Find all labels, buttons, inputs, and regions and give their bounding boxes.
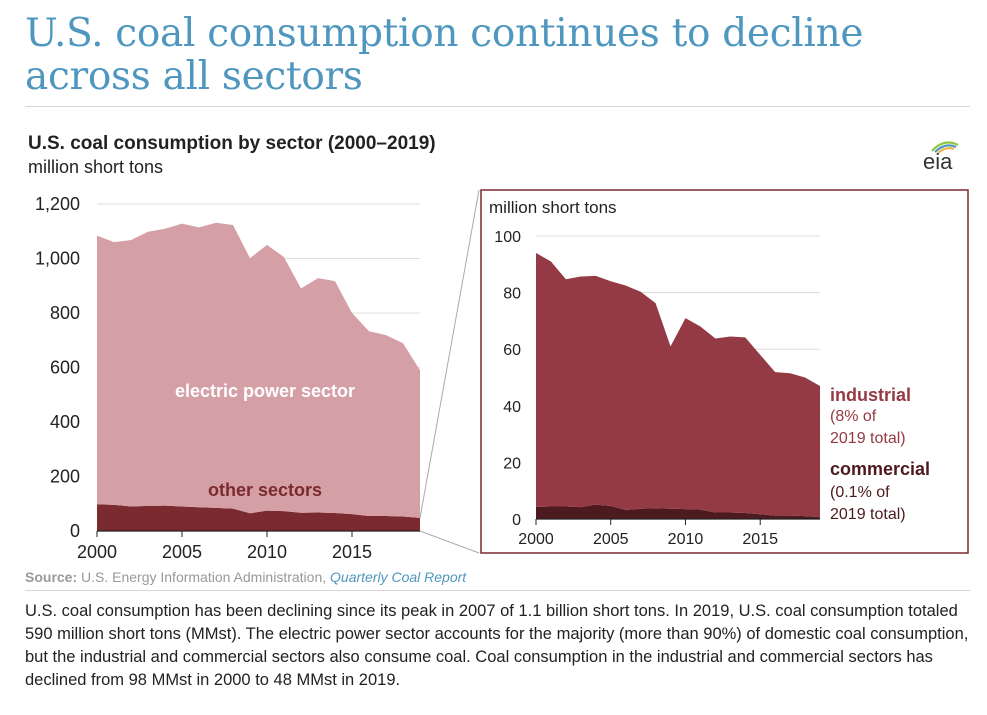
y-tick-label: 600 bbox=[50, 358, 80, 378]
y-tick-label: 0 bbox=[70, 521, 80, 541]
inset-units: million short tons bbox=[489, 198, 617, 217]
headline-divider bbox=[25, 106, 970, 107]
area-commercial bbox=[536, 504, 820, 519]
main-chart-areas bbox=[97, 222, 420, 531]
source-text: U.S. Energy Information Administration, bbox=[77, 569, 331, 585]
x-tick-label: 2000 bbox=[518, 531, 554, 548]
area-industrial bbox=[536, 252, 820, 518]
other-sectors-label: other sectors bbox=[208, 480, 322, 500]
industrial-note-line1: (8% of bbox=[830, 408, 877, 425]
x-tick-label: 2015 bbox=[332, 542, 372, 562]
y-tick-label: 60 bbox=[503, 342, 521, 359]
area-other-sectors bbox=[97, 504, 420, 531]
commercial-label: commercial bbox=[830, 459, 930, 479]
commercial-note-line2: 2019 total) bbox=[830, 506, 906, 523]
industrial-label: industrial bbox=[830, 385, 911, 405]
eia-logo-icon[interactable]: eia bbox=[918, 136, 968, 176]
electric-power-label: electric power sector bbox=[175, 381, 355, 401]
x-tick-label: 2015 bbox=[742, 531, 778, 548]
industrial-note-line2: 2019 total) bbox=[830, 430, 906, 447]
x-tick-label: 2010 bbox=[668, 531, 704, 548]
y-tick-label: 40 bbox=[503, 399, 521, 416]
caption-text: U.S. coal consumption has been declining… bbox=[25, 602, 969, 689]
y-tick-label: 1,000 bbox=[35, 249, 80, 269]
commercial-note-line1: (0.1% of bbox=[830, 484, 890, 501]
y-tick-label: 1,200 bbox=[35, 194, 80, 214]
y-tick-label: 100 bbox=[494, 229, 521, 246]
main-chart-axis: 0 200 400 600 800 1,000 1,200 2000 2005 2010 2015 bbox=[35, 194, 420, 562]
x-tick-label: 2005 bbox=[593, 531, 629, 548]
inset-chart-areas bbox=[536, 252, 820, 519]
y-tick-label: 0 bbox=[512, 512, 521, 529]
inset-chart-axis: 0 20 40 60 80 100 2000 2005 2010 2015 bbox=[494, 229, 820, 548]
logo-text: eia bbox=[923, 149, 953, 174]
y-tick-label: 80 bbox=[503, 286, 521, 303]
x-tick-label: 2005 bbox=[162, 542, 202, 562]
zoom-connector-bottom bbox=[419, 530, 480, 554]
y-tick-label: 20 bbox=[503, 455, 521, 472]
headline: U.S. coal consumption continues to decli… bbox=[25, 11, 864, 99]
y-tick-label: 800 bbox=[50, 303, 80, 323]
chart-title: U.S. coal consumption by sector (2000–20… bbox=[28, 133, 436, 154]
chart-units: million short tons bbox=[28, 157, 164, 177]
source-divider bbox=[25, 590, 970, 591]
source-link[interactable]: Quarterly Coal Report bbox=[330, 569, 467, 585]
y-tick-label: 200 bbox=[50, 467, 80, 487]
area-electric-power-sector bbox=[97, 222, 420, 518]
source-label: Source: bbox=[25, 569, 78, 585]
x-tick-label: 2000 bbox=[77, 542, 117, 562]
zoom-connector-top bbox=[419, 189, 480, 519]
source-line: Source: U.S. Energy Information Administ… bbox=[25, 569, 466, 585]
y-tick-label: 400 bbox=[50, 412, 80, 432]
x-tick-label: 2010 bbox=[247, 542, 287, 562]
